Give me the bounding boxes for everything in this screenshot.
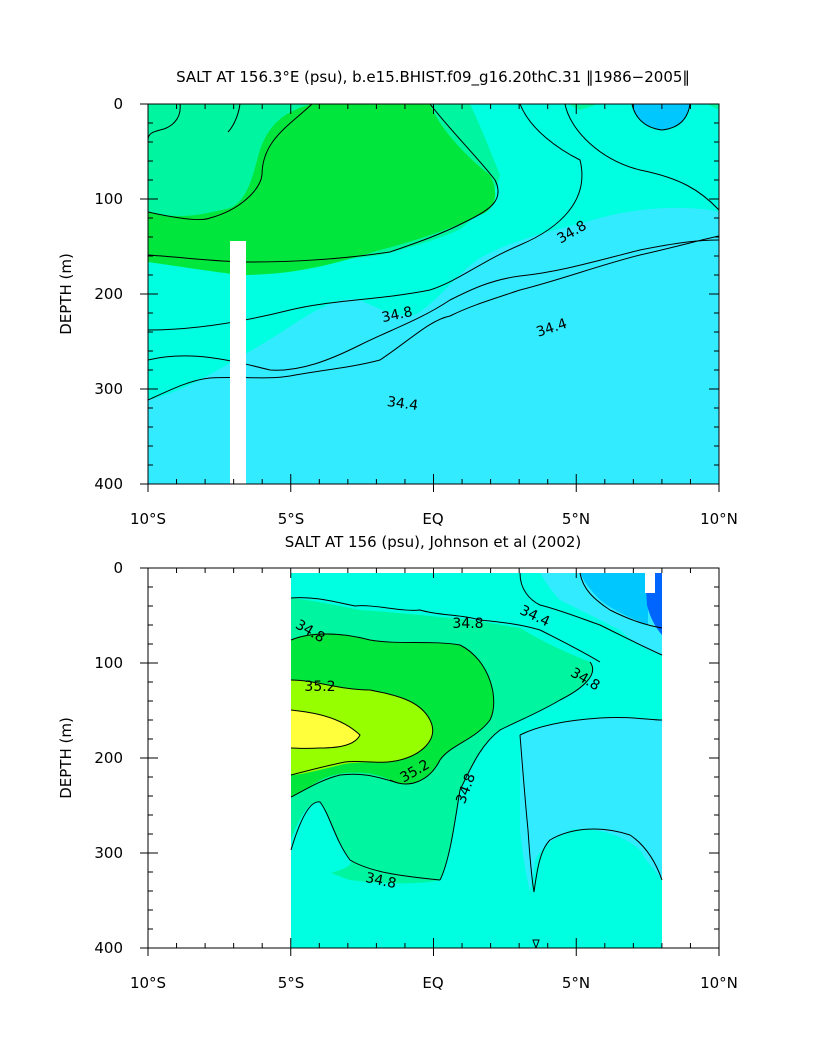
panel-1-contour-line — [148, 104, 583, 331]
panel-2-ytick-label: 200 — [94, 749, 123, 767]
panel-1-ytick-label: 300 — [94, 380, 123, 398]
panel-1-y-tick-labels: 0 100 200 300 400 — [94, 95, 123, 493]
panel-1-ytick-label: 0 — [113, 95, 123, 113]
panel-2-contour-line — [519, 572, 663, 656]
panel-1-contour-line — [148, 235, 719, 401]
panel-2-contour-line — [532, 939, 540, 948]
panel-1-ylabel: DEPTH (m) — [57, 253, 75, 335]
panel-1-band-fresh — [632, 104, 690, 130]
panel-2-band-very-high — [291, 680, 433, 775]
panel-1-field — [148, 104, 719, 484]
panel-2-contour-line — [579, 572, 663, 629]
panel-2-ylabel: DEPTH (m) — [57, 717, 75, 799]
panel-2-band-mid-pocket — [291, 801, 352, 880]
panel-1-title: SALT AT 156.3°E (psu), b.e15.BHIST.f09_g… — [176, 68, 690, 87]
panel-1-xtick-label: 10°N — [700, 510, 738, 528]
panel-1-xtick-label: 5°N — [562, 510, 590, 528]
panel-2-ytick-label: 400 — [94, 939, 123, 957]
panel-2-contour-line — [439, 661, 593, 881]
panel-1-contour-line — [631, 104, 691, 131]
panel-2-contour-line — [519, 734, 663, 893]
panel-1-contour-line — [227, 104, 241, 133]
panel-2-contour-line — [290, 773, 396, 798]
panel-2-contour-line — [290, 679, 434, 761]
panel-1-ticks — [140, 103, 720, 492]
panel-1-x-tick-labels: 10°S 5°S EQ 5°N 10°N — [130, 510, 738, 528]
panel-1-ytick-label: 200 — [94, 285, 123, 303]
panel-2-band-low-deep — [520, 717, 662, 892]
panel-2-contour-label: 34.8 — [452, 616, 483, 632]
panel-2-xtick-label: EQ — [422, 974, 443, 992]
panel-1-contour-line — [564, 104, 719, 211]
panel-2-contour-label: 35.2 — [304, 679, 335, 695]
panel-1-contour-label: 34.8 — [380, 304, 414, 326]
panel-1-ytick-label: 400 — [94, 475, 123, 493]
panel-2-xtick-label: 10°S — [130, 974, 166, 992]
panel-2-contour-label: 34.8 — [364, 870, 398, 892]
panel-2-contour-line — [519, 716, 663, 736]
panel-2-contour-line — [290, 597, 601, 663]
panel-2: SALT AT 156 (psu), Johnson et al (2002) — [57, 533, 738, 992]
panel-2-band-max — [291, 710, 360, 749]
panel-1-contour-line — [148, 239, 719, 371]
panel-2-ytick-label: 100 — [94, 654, 123, 672]
panel-2-contour-line — [290, 801, 441, 881]
panel-2-contour-line — [290, 759, 401, 776]
panel-2-contour-line — [290, 633, 495, 785]
panel-1-contour-line — [148, 104, 181, 141]
panel-1-xtick-label: 5°S — [278, 510, 305, 528]
panel-1-contour-line — [148, 104, 313, 221]
panel-2-ticks — [140, 567, 720, 956]
panel-2-ytick-label: 300 — [94, 844, 123, 862]
panel-2-x-tick-labels: 10°S 5°S EQ 5°N 10°N — [130, 974, 738, 992]
panel-2-xtick-label: 5°N — [562, 974, 590, 992]
panel-2-xtick-label: 10°N — [700, 974, 738, 992]
panel-2-xtick-label: 5°S — [278, 974, 305, 992]
panel-1-xtick-label: EQ — [422, 510, 443, 528]
panel-2-title: SALT AT 156 (psu), Johnson et al (2002) — [285, 533, 582, 551]
panel-2-y-tick-labels: 0 100 200 300 400 — [94, 559, 123, 957]
panel-2-contour-line — [290, 709, 361, 749]
panel-2-contours — [290, 572, 663, 948]
panel-1-xtick-label: 10°S — [130, 510, 166, 528]
panel-2-ytick-label: 0 — [113, 559, 123, 577]
panel-1-band-saltiest — [148, 104, 496, 275]
panel-2-missing-cell — [645, 573, 655, 593]
panel-1-missing-column — [230, 241, 246, 484]
panel-2-field — [290, 572, 663, 948]
panel-1-ytick-label: 100 — [94, 190, 123, 208]
panel-2-band-fresh — [580, 573, 648, 625]
panel-1: SALT AT 156.3°E (psu), b.e15.BHIST.f09_g… — [57, 68, 738, 528]
panel-1-contour-label: 34.4 — [386, 394, 419, 414]
